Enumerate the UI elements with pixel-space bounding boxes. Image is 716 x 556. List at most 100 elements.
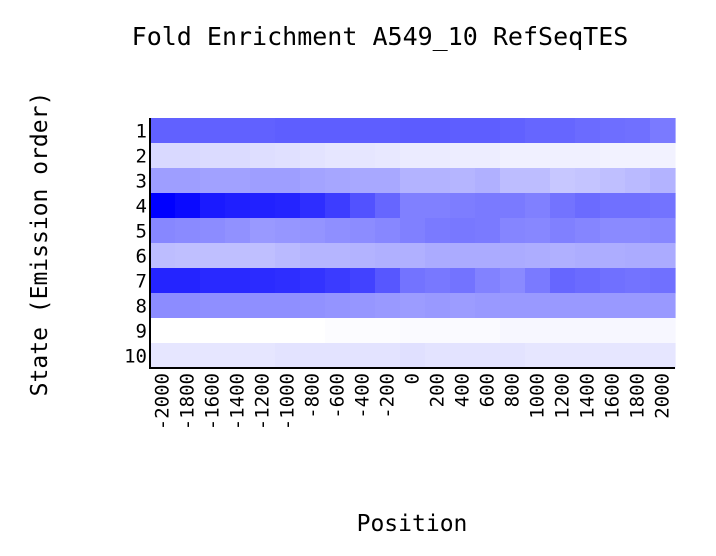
heatmap-cell-r9-c19 xyxy=(600,318,626,344)
heatmap-cell-r10-c15 xyxy=(500,343,526,369)
heatmap-cell-r5-c5 xyxy=(250,218,276,244)
heatmap-cell-r10-c4 xyxy=(225,343,251,369)
x-tick-label: 1600 xyxy=(602,373,624,419)
y-tick-label: 4 xyxy=(136,196,147,218)
heatmap-cell-r4-c16 xyxy=(525,193,551,219)
heatmap-cell-r5-c15 xyxy=(500,218,526,244)
heatmap-cell-r10-c13 xyxy=(450,343,476,369)
heatmap-cell-r1-c16 xyxy=(525,118,551,144)
heatmap-cell-r8-c14 xyxy=(475,293,501,319)
heatmap-cell-r7-c19 xyxy=(600,268,626,294)
heatmap-cell-r1-c19 xyxy=(600,118,626,144)
heatmap-cell-r8-c18 xyxy=(575,293,601,319)
heatmap-cell-r2-c10 xyxy=(375,143,401,169)
x-tick-label: 600 xyxy=(477,373,499,407)
heatmap-cell-r10-c7 xyxy=(300,343,326,369)
heatmap-cell-r2-c16 xyxy=(525,143,551,169)
heatmap-cell-r7-c2 xyxy=(175,268,201,294)
x-tick-label: 400 xyxy=(452,373,474,407)
heatmap-cell-r4-c10 xyxy=(375,193,401,219)
x-tick-labels: -2000 -1800 -1600 -1400 -1200 -1000 -800 -600 -4… xyxy=(152,373,674,430)
heatmap-cell-r9-c5 xyxy=(250,318,276,344)
heatmap-cell-r7-c16 xyxy=(525,268,551,294)
heatmap-cell-r2-c1 xyxy=(150,143,176,169)
heatmap-cell-r6-c17 xyxy=(550,243,576,269)
heatmap-cell-r8-c10 xyxy=(375,293,401,319)
heatmap-cell-r1-c10 xyxy=(375,118,401,144)
heatmap-cell-r8-c19 xyxy=(600,293,626,319)
heatmap-cell-r5-c19 xyxy=(600,218,626,244)
x-tick-label: 800 xyxy=(502,373,524,407)
heatmap-cell-r8-c16 xyxy=(525,293,551,319)
heatmap-cell-r6-c21 xyxy=(650,243,676,269)
heatmap-cell-r10-c3 xyxy=(200,343,226,369)
heatmap-cell-r3-c18 xyxy=(575,168,601,194)
heatmap-cell-r6-c15 xyxy=(500,243,526,269)
x-tick-label: 1800 xyxy=(627,373,649,419)
heatmap-cell-r9-c3 xyxy=(200,318,226,344)
heatmap-cell-r10-c21 xyxy=(650,343,676,369)
heatmap-cell-r5-c14 xyxy=(475,218,501,244)
heatmap-cell-r2-c14 xyxy=(475,143,501,169)
heatmap-cell-r10-c2 xyxy=(175,343,201,369)
heatmap-cell-r5-c2 xyxy=(175,218,201,244)
heatmap-cell-r2-c15 xyxy=(500,143,526,169)
x-tick-label: -800 xyxy=(302,373,324,419)
y-tick-label: 3 xyxy=(136,171,147,193)
heatmap-cell-r7-c21 xyxy=(650,268,676,294)
heatmap-cell-r7-c13 xyxy=(450,268,476,294)
heatmap-cell-r10-c18 xyxy=(575,343,601,369)
heatmap-cell-r3-c17 xyxy=(550,168,576,194)
heatmap-cell-r9-c17 xyxy=(550,318,576,344)
heatmap-cell-r3-c15 xyxy=(500,168,526,194)
heatmap-cell-r5-c16 xyxy=(525,218,551,244)
heatmap-cell-r1-c17 xyxy=(550,118,576,144)
heatmap-cell-r7-c18 xyxy=(575,268,601,294)
heatmap-cell-r8-c3 xyxy=(200,293,226,319)
heatmap-cell-r4-c14 xyxy=(475,193,501,219)
heatmap-cell-r2-c5 xyxy=(250,143,276,169)
heatmap-cell-r8-c12 xyxy=(425,293,451,319)
heatmap-cell-r10-c1 xyxy=(150,343,176,369)
heatmap-cell-r6-c19 xyxy=(600,243,626,269)
heatmap-cell-r2-c6 xyxy=(275,143,301,169)
heatmap-cell-r10-c14 xyxy=(475,343,501,369)
heatmap-cell-r5-c11 xyxy=(400,218,426,244)
heatmap-cell-r5-c20 xyxy=(625,218,651,244)
heatmap-cell-r4-c18 xyxy=(575,193,601,219)
heatmap-cell-r1-c9 xyxy=(350,118,376,144)
heatmap-cell-r6-c18 xyxy=(575,243,601,269)
heatmap-cell-r10-c10 xyxy=(375,343,401,369)
heatmap-cell-r2-c18 xyxy=(575,143,601,169)
x-tick-label: -1200 xyxy=(252,373,274,430)
heatmap-cell-r10-c16 xyxy=(525,343,551,369)
heatmap-cell-r1-c14 xyxy=(475,118,501,144)
heatmap-cell-r4-c15 xyxy=(500,193,526,219)
heatmap-cell-r8-c11 xyxy=(400,293,426,319)
heatmap-cell-r7-c11 xyxy=(400,268,426,294)
heatmap-cell-r4-c6 xyxy=(275,193,301,219)
x-tick-label: -200 xyxy=(377,373,399,419)
heatmap-cell-r3-c11 xyxy=(400,168,426,194)
heatmap-cell-r9-c9 xyxy=(350,318,376,344)
heatmap-cells xyxy=(150,118,676,369)
heatmap-cell-r2-c8 xyxy=(325,143,351,169)
heatmap-cell-r6-c4 xyxy=(225,243,251,269)
x-tick-label: -400 xyxy=(352,373,374,419)
heatmap-cell-r1-c18 xyxy=(575,118,601,144)
heatmap-cell-r8-c13 xyxy=(450,293,476,319)
heatmap-cell-r1-c21 xyxy=(650,118,676,144)
heatmap-cell-r8-c8 xyxy=(325,293,351,319)
heatmap-cell-r5-c8 xyxy=(325,218,351,244)
heatmap-cell-r6-c6 xyxy=(275,243,301,269)
heatmap-cell-r6-c5 xyxy=(250,243,276,269)
heatmap-cell-r2-c12 xyxy=(425,143,451,169)
heatmap-cell-r4-c7 xyxy=(300,193,326,219)
y-tick-labels: 1 2 3 4 5 6 7 8 9 10 xyxy=(124,121,147,368)
heatmap-cell-r2-c20 xyxy=(625,143,651,169)
heatmap-cell-r7-c1 xyxy=(150,268,176,294)
heatmap-cell-r9-c18 xyxy=(575,318,601,344)
heatmap-cell-r3-c4 xyxy=(225,168,251,194)
x-tick-label: -1000 xyxy=(277,373,299,430)
